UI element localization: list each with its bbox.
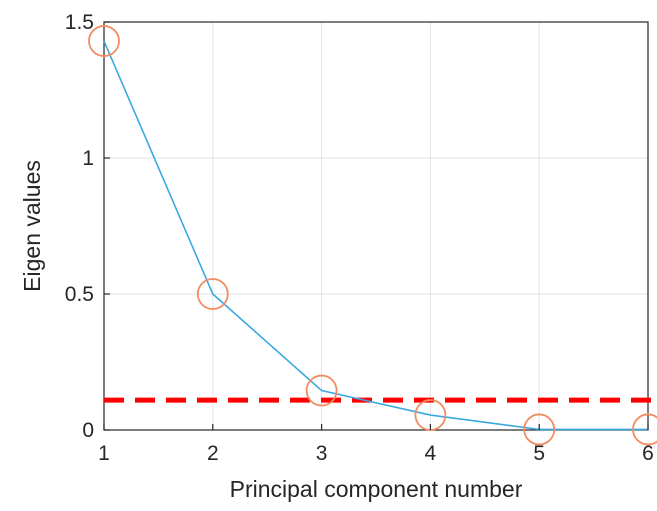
- x-tick-label: 3: [316, 442, 328, 465]
- x-tick-label: 5: [533, 442, 545, 465]
- y-axis-label: Eigen values: [19, 160, 45, 292]
- tick-labels: 1 2 3 4 5 6 0 0.5 1 1.5: [65, 11, 654, 465]
- plot-area-frame: [103, 21, 649, 431]
- x-tick-label: 1: [98, 442, 110, 465]
- grid: [103, 21, 649, 431]
- y-tick-label: 1.5: [65, 11, 94, 34]
- data-point: [88, 25, 120, 57]
- data-point: [196, 278, 229, 310]
- x-tick-label: 2: [207, 442, 219, 465]
- x-axis-label: Principal component number: [230, 476, 523, 502]
- data-point: [414, 399, 447, 431]
- y-tick-label: 1: [82, 147, 94, 170]
- x-tick-label: 6: [642, 442, 654, 465]
- x-tick-label: 4: [425, 442, 437, 465]
- y-tick-label: 0: [82, 419, 94, 442]
- data-point: [305, 374, 338, 407]
- data-point: [523, 413, 556, 446]
- y-tick-label: 0.5: [65, 283, 94, 306]
- data-point: [632, 413, 657, 446]
- data-series: [88, 25, 657, 446]
- series-line: [103, 40, 648, 431]
